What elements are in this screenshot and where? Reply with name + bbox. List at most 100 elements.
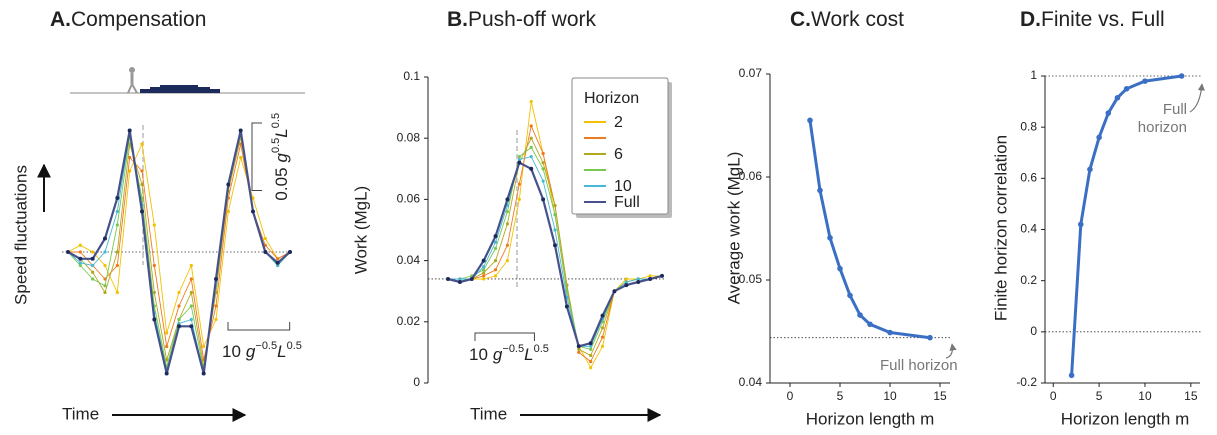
y-tick-label: 0.07 (739, 66, 763, 80)
data-point (553, 203, 557, 208)
unit-part: 0.5 (270, 138, 282, 153)
data-point (91, 263, 95, 268)
data-point (263, 236, 267, 241)
y-tick-label: 0.08 (397, 130, 421, 144)
data-point (446, 276, 450, 281)
panel-letter: D. (1020, 8, 1041, 31)
data-point (239, 155, 243, 160)
x-tick-label: 0 (1050, 389, 1057, 403)
panel-title: C.Work cost (790, 8, 904, 31)
data-point (457, 280, 462, 285)
data-point (251, 209, 255, 214)
x-tick-label: 15 (1184, 389, 1198, 403)
data-point (529, 136, 533, 140)
data-point (817, 187, 823, 194)
data-point (482, 265, 486, 269)
data-point (529, 154, 533, 159)
data-point (553, 243, 557, 248)
data-point (505, 197, 510, 202)
y-tick-label: 0.06 (739, 169, 763, 183)
data-point (164, 371, 169, 376)
x-tick-label: 10 (883, 389, 897, 403)
data-point (553, 228, 557, 232)
panel-letter: B. (447, 8, 468, 31)
data-point (458, 277, 462, 281)
data-point (927, 334, 933, 341)
data-point (189, 290, 193, 295)
data-point (78, 263, 82, 268)
data-point (493, 268, 498, 272)
scale-bar-label: 10 g−0.5L0.5 (469, 343, 549, 365)
data-point (226, 209, 230, 214)
y-tick-label: 0.06 (397, 192, 421, 206)
data-point (276, 263, 280, 268)
data-point (529, 124, 533, 128)
data-point (577, 350, 581, 354)
data-point (576, 344, 581, 349)
data-point (140, 182, 144, 187)
y-tick-label: 0.1 (403, 69, 420, 83)
data-point (91, 270, 95, 274)
data-point (648, 276, 653, 281)
annotation-arrow (1189, 83, 1205, 113)
data-point (469, 276, 474, 281)
y-tick-label: 0.05 (739, 272, 763, 286)
x-tick-label: 0 (787, 389, 794, 403)
x-tick-label: 5 (1096, 389, 1103, 403)
x-tick-label: 5 (837, 389, 844, 403)
data-point (115, 209, 119, 214)
data-point (115, 196, 120, 200)
scale-bar (474, 332, 535, 341)
data-point (482, 274, 486, 278)
data-point (600, 344, 605, 348)
data-point (91, 277, 95, 281)
data-point (577, 347, 581, 351)
y-tick-label: 0.04 (739, 375, 763, 389)
data-point (189, 277, 193, 281)
data-point (1123, 85, 1130, 92)
data-point (807, 117, 813, 124)
x-tick-label: 15 (933, 389, 947, 403)
data-point (517, 154, 521, 159)
terrain-diagram (70, 67, 305, 94)
unit-part: L (277, 342, 286, 361)
data-point (90, 256, 95, 261)
data-point (482, 277, 486, 281)
data-point (589, 347, 593, 351)
data-point (1096, 134, 1102, 141)
data-point (128, 155, 132, 160)
y-tick-label: -0.2 (1016, 375, 1037, 389)
data-point (91, 250, 95, 254)
panel-title-text: Work cost (811, 8, 904, 31)
data-point (636, 277, 640, 281)
data-point (103, 250, 107, 254)
data-point (201, 371, 206, 376)
unit-part: g (272, 152, 291, 162)
data-point (493, 274, 498, 278)
data-point (648, 274, 652, 278)
data-point (867, 321, 873, 328)
data-point (636, 280, 641, 285)
x-axis-label: Time (62, 404, 99, 423)
data-point (103, 284, 107, 288)
y-axis-label: Average work (MgL) (724, 152, 743, 305)
y-tick-label: 0.8 (1020, 119, 1037, 133)
data-point (517, 158, 521, 162)
data-point (541, 197, 546, 202)
data-point (115, 223, 119, 227)
data-point (517, 160, 522, 165)
data-point (66, 250, 70, 254)
x-axis-label: Time (470, 404, 507, 423)
data-point (541, 179, 545, 183)
legend-label: Full (614, 194, 640, 211)
data-point (505, 259, 510, 263)
legend-label: 10 (614, 178, 632, 195)
data-point (529, 99, 533, 104)
data-point (140, 142, 144, 146)
data-point (165, 331, 169, 335)
annotation-arrow (945, 343, 957, 359)
y-tick-label: 0.4 (1020, 222, 1037, 236)
data-point (177, 304, 181, 308)
data-point (115, 290, 119, 295)
